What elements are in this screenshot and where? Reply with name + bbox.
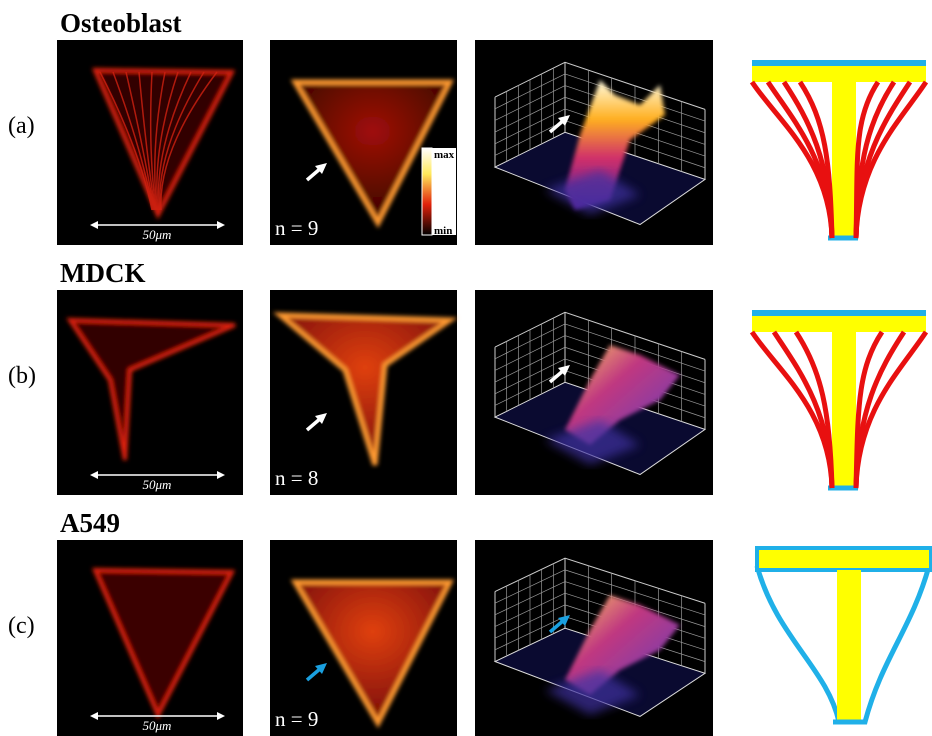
row-label: (a) <box>8 113 35 139</box>
top-edge <box>752 310 926 316</box>
fiber-left <box>796 332 832 488</box>
row-title: Osteoblast <box>60 8 182 38</box>
fiber-right <box>856 332 904 488</box>
row: MDCK (b) 50μm n = 8 <box>8 258 926 495</box>
top-bar <box>757 548 931 570</box>
row-label: (c) <box>8 613 35 639</box>
scale-label: 50μm <box>143 718 172 733</box>
scale-label: 50μm <box>143 477 172 492</box>
n-label: n = 9 <box>275 707 318 731</box>
colorbar-min: min <box>434 225 452 237</box>
row-title: A549 <box>60 508 120 538</box>
stem <box>832 332 856 488</box>
row: A549 (c) 50μm n = 9 <box>8 508 931 736</box>
figure: Osteoblast (a) 50μm n = 9 max min MDCK (b) 50μm n… <box>0 0 932 736</box>
n-label: n = 8 <box>275 466 318 490</box>
row-title: MDCK <box>60 258 145 288</box>
row-label: (b) <box>8 363 36 389</box>
colorbar <box>422 148 432 235</box>
stem <box>832 82 856 238</box>
scale-label: 50μm <box>143 227 172 242</box>
n-label: n = 9 <box>275 216 318 240</box>
colorbar-max: max <box>434 149 455 161</box>
stem <box>837 570 861 722</box>
row: Osteoblast (a) 50μm n = 9 max min <box>8 8 926 245</box>
colorbar-bg <box>432 148 456 235</box>
top-edge <box>752 60 926 66</box>
